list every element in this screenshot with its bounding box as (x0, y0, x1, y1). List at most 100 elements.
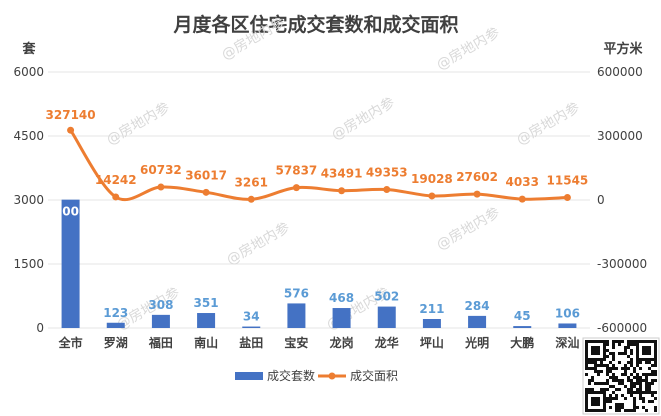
qr-module (642, 373, 645, 376)
qr-module (633, 376, 636, 379)
qr-module (654, 391, 657, 394)
bar-光明 (468, 315, 487, 328)
qr-module (639, 391, 642, 394)
qr-module (624, 367, 627, 370)
qr-module (597, 403, 600, 406)
qr-module (633, 343, 636, 346)
right-tick-label: 0 (597, 193, 605, 207)
qr-module (594, 349, 597, 352)
qr-module (630, 379, 633, 382)
qr-module (597, 391, 600, 394)
qr-module (648, 349, 651, 352)
qr-module (636, 358, 639, 361)
bar-大鹏 (513, 326, 532, 328)
qr-module (606, 370, 609, 373)
bar-label: 123 (103, 306, 128, 320)
category-label: 全市 (58, 335, 83, 350)
qr-module (639, 388, 642, 391)
qr-module (651, 340, 654, 343)
qr-module (654, 346, 657, 349)
qr-module (597, 352, 600, 355)
line-point-光明 (473, 190, 481, 198)
qr-module (615, 340, 618, 343)
qr-module (636, 355, 639, 358)
bar-label: 576 (284, 286, 309, 300)
qr-module (618, 361, 621, 364)
qr-module (648, 388, 651, 391)
qr-module (639, 394, 642, 397)
qr-module (594, 397, 597, 400)
legend: 成交套数 成交面积 (235, 368, 398, 383)
qr-module (615, 406, 618, 409)
line-point-龙华 (383, 185, 391, 193)
left-tick-label: 3000 (13, 193, 44, 207)
qr-module (612, 358, 615, 361)
qr-module (600, 391, 603, 394)
qr-module (612, 343, 615, 346)
qr-module (654, 397, 657, 400)
qr-module (612, 376, 615, 379)
qr-module (591, 346, 594, 349)
qr-module (645, 376, 648, 379)
qr-module (639, 379, 642, 382)
line-label: 36017 (185, 168, 227, 182)
qr-module (642, 406, 645, 409)
qr-module (588, 358, 591, 361)
qr-module (648, 373, 651, 376)
qr-module (630, 364, 633, 367)
qr-module (621, 340, 624, 343)
qr-module (588, 388, 591, 391)
qr-module (630, 361, 633, 364)
qr-module (606, 373, 609, 376)
qr-module (591, 349, 594, 352)
qr-module (597, 358, 600, 361)
qr-module (642, 358, 645, 361)
qr-module (621, 379, 624, 382)
qr-module (636, 391, 639, 394)
qr-module (606, 388, 609, 391)
line-point-宝安 (292, 184, 300, 192)
qr-module (648, 382, 651, 385)
line-label: 19028 (411, 172, 453, 186)
left-tick-label: 1500 (13, 257, 44, 271)
left-tick-label: 4500 (13, 129, 44, 143)
qr-module (639, 367, 642, 370)
qr-module (642, 397, 645, 400)
qr-module (630, 382, 633, 385)
qr-module (594, 370, 597, 373)
qr-module (648, 400, 651, 403)
qr-module (645, 385, 648, 388)
qr-module (609, 367, 612, 370)
qr-module (654, 352, 657, 355)
qr-module (615, 397, 618, 400)
line-label: 49353 (366, 165, 408, 179)
qr-module (606, 367, 609, 370)
bar-label: 308 (148, 298, 173, 312)
qr-module (585, 406, 588, 409)
right-axis-ticks: -600000 -300000 0 300000 600000 (597, 65, 647, 335)
qr-code (582, 337, 660, 415)
qr-module (636, 343, 639, 346)
qr-module (615, 409, 618, 412)
qr-module (651, 379, 654, 382)
qr-module (603, 397, 606, 400)
left-tick-label: 0 (36, 321, 44, 335)
qr-module (636, 382, 639, 385)
qr-module (585, 361, 588, 364)
qr-module (624, 385, 627, 388)
qr-module (600, 382, 603, 385)
qr-module (630, 409, 633, 412)
qr-module (651, 370, 654, 373)
right-tick-label: -600000 (597, 321, 647, 335)
qr-module (633, 397, 636, 400)
line-label: 60732 (140, 163, 182, 177)
bar-坪山 (422, 318, 441, 328)
qr-module (645, 358, 648, 361)
qr-module (591, 397, 594, 400)
qr-module (636, 376, 639, 379)
qr-module (594, 409, 597, 412)
qr-module (603, 400, 606, 403)
qr-module (636, 352, 639, 355)
qr-module (633, 391, 636, 394)
qr-module (594, 367, 597, 370)
